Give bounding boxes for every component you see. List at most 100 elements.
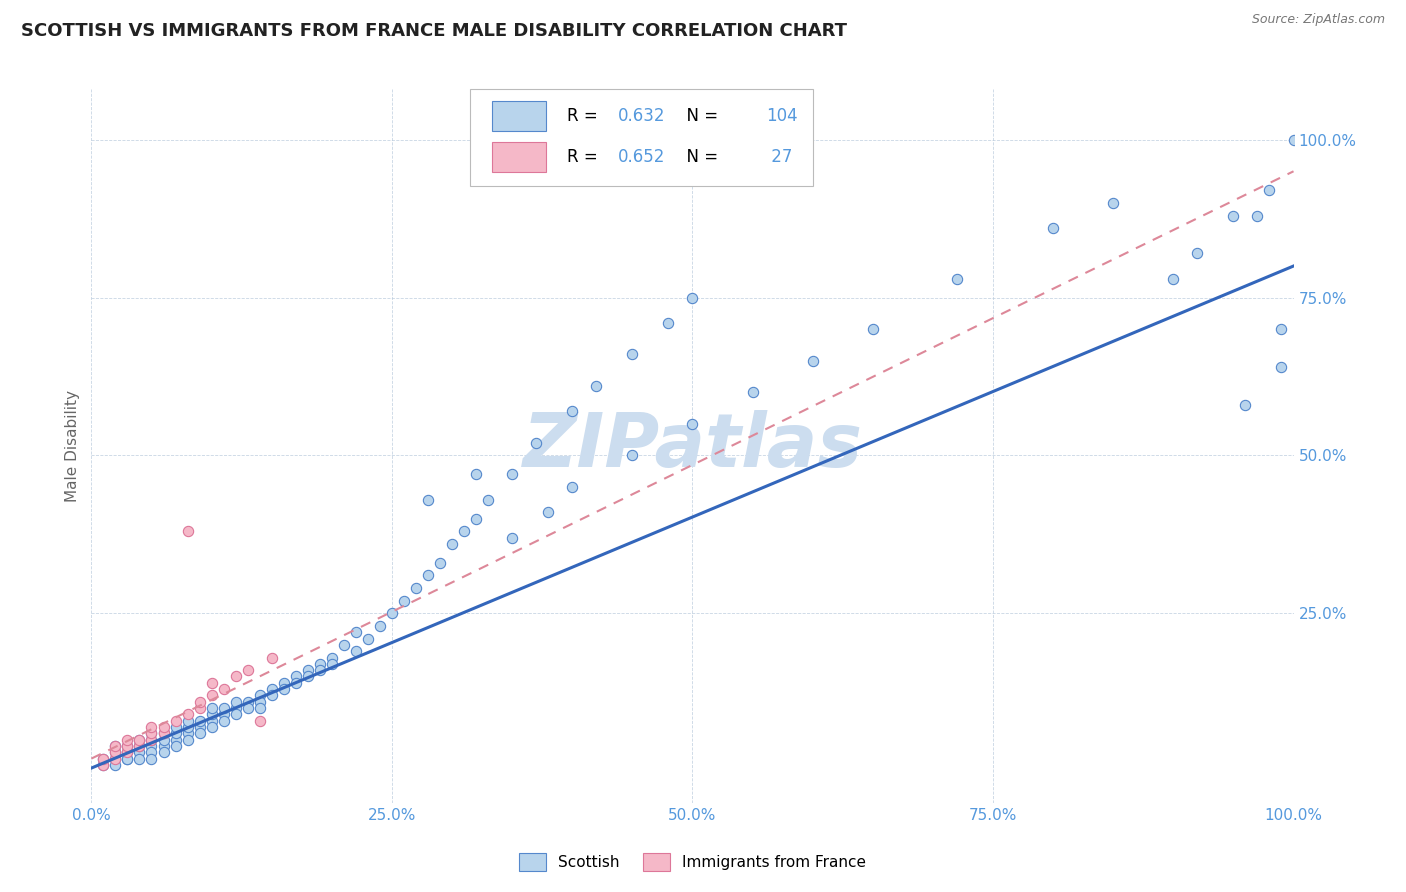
- Point: [621, 449, 644, 463]
- Point: [501, 467, 523, 482]
- Point: [801, 353, 824, 368]
- Point: [165, 732, 187, 747]
- Point: [1258, 183, 1281, 197]
- Point: [104, 745, 127, 759]
- Point: [465, 511, 488, 525]
- Point: [1282, 133, 1305, 147]
- Point: [946, 271, 969, 285]
- Point: [260, 650, 283, 665]
- Point: [225, 669, 247, 683]
- Point: [561, 480, 583, 494]
- Text: Source: ZipAtlas.com: Source: ZipAtlas.com: [1251, 13, 1385, 27]
- Point: [561, 404, 583, 418]
- Point: [741, 385, 763, 400]
- Point: [681, 291, 703, 305]
- Point: [1042, 221, 1064, 235]
- Point: [357, 632, 380, 646]
- Point: [188, 726, 211, 740]
- Point: [117, 745, 139, 759]
- Point: [1161, 271, 1184, 285]
- Point: [176, 524, 198, 539]
- Point: [657, 316, 679, 330]
- Point: [368, 619, 391, 633]
- Point: [152, 720, 174, 734]
- Point: [141, 726, 163, 740]
- Point: [152, 739, 174, 753]
- Point: [141, 726, 163, 740]
- Point: [117, 739, 139, 753]
- Text: SCOTTISH VS IMMIGRANTS FROM FRANCE MALE DISABILITY CORRELATION CHART: SCOTTISH VS IMMIGRANTS FROM FRANCE MALE …: [21, 22, 846, 40]
- Point: [201, 675, 224, 690]
- Point: [429, 556, 451, 570]
- Point: [585, 379, 607, 393]
- Point: [117, 745, 139, 759]
- Text: ZIPatlas: ZIPatlas: [523, 409, 862, 483]
- Point: [201, 689, 224, 703]
- Point: [128, 751, 150, 765]
- Text: 0.632: 0.632: [617, 107, 665, 125]
- Point: [225, 707, 247, 722]
- Point: [453, 524, 475, 539]
- Point: [405, 581, 427, 595]
- Point: [201, 714, 224, 728]
- Point: [128, 732, 150, 747]
- Point: [165, 739, 187, 753]
- Point: [165, 720, 187, 734]
- Text: N =: N =: [676, 107, 723, 125]
- Point: [212, 707, 235, 722]
- Point: [1270, 360, 1292, 375]
- Text: R =: R =: [568, 107, 603, 125]
- Point: [188, 701, 211, 715]
- Legend: Scottish, Immigrants from France: Scottish, Immigrants from France: [512, 847, 873, 877]
- Text: 104: 104: [766, 107, 797, 125]
- Point: [128, 739, 150, 753]
- Point: [249, 695, 271, 709]
- Point: [141, 751, 163, 765]
- Point: [152, 726, 174, 740]
- Point: [249, 701, 271, 715]
- Point: [308, 657, 330, 671]
- Point: [862, 322, 884, 336]
- Point: [141, 732, 163, 747]
- Point: [176, 707, 198, 722]
- Point: [104, 751, 127, 765]
- Point: [212, 714, 235, 728]
- Text: R =: R =: [568, 148, 603, 166]
- Point: [249, 714, 271, 728]
- Point: [176, 732, 198, 747]
- Point: [225, 695, 247, 709]
- Point: [284, 669, 307, 683]
- Point: [236, 695, 259, 709]
- Point: [440, 537, 463, 551]
- Point: [128, 739, 150, 753]
- Point: [524, 435, 547, 450]
- Point: [284, 675, 307, 690]
- Point: [344, 625, 367, 640]
- Point: [152, 732, 174, 747]
- Point: [321, 650, 343, 665]
- Point: [141, 720, 163, 734]
- Point: [1270, 322, 1292, 336]
- Point: [141, 745, 163, 759]
- Text: 27: 27: [766, 148, 792, 166]
- Point: [152, 726, 174, 740]
- Point: [416, 492, 439, 507]
- Point: [225, 701, 247, 715]
- Point: [1187, 246, 1209, 260]
- Point: [621, 347, 644, 361]
- Point: [117, 739, 139, 753]
- Point: [477, 492, 499, 507]
- Point: [260, 689, 283, 703]
- Point: [176, 720, 198, 734]
- Point: [176, 726, 198, 740]
- Y-axis label: Male Disability: Male Disability: [65, 390, 80, 502]
- Point: [201, 707, 224, 722]
- Point: [236, 701, 259, 715]
- Text: N =: N =: [676, 148, 723, 166]
- Point: [165, 714, 187, 728]
- Point: [141, 732, 163, 747]
- Point: [297, 663, 319, 677]
- Point: [236, 663, 259, 677]
- Point: [128, 732, 150, 747]
- Point: [93, 758, 115, 772]
